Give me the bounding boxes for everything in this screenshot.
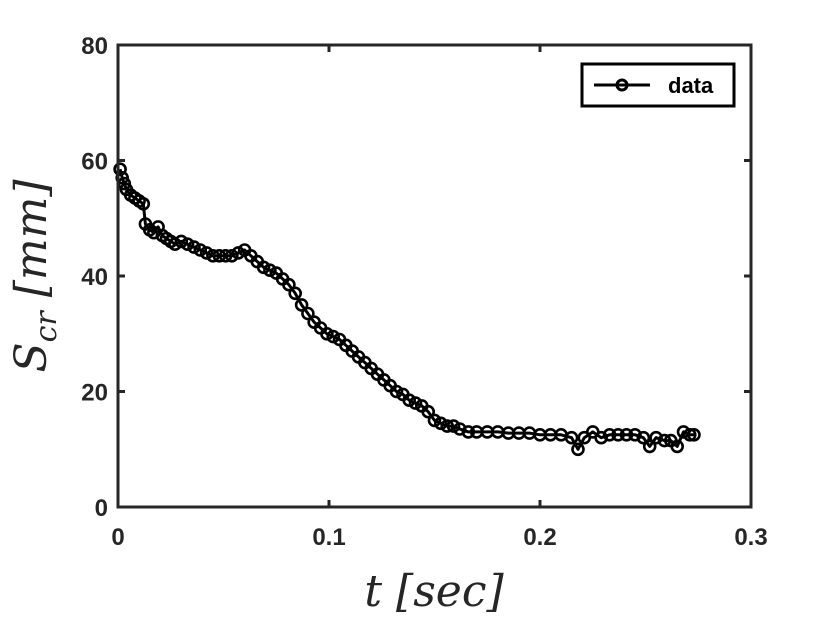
data-point <box>452 422 467 436</box>
x-tick-label: 0.2 <box>523 524 556 551</box>
legend: data <box>580 62 736 108</box>
data-point <box>440 419 455 433</box>
data-point <box>288 286 303 301</box>
data-point <box>649 430 663 445</box>
data-point <box>206 249 220 263</box>
data-point <box>301 306 315 321</box>
data-point <box>594 430 609 445</box>
data-point <box>174 234 189 249</box>
data-point <box>687 427 701 442</box>
y-tick-label: 0 <box>95 495 108 522</box>
y-tick-label: 80 <box>81 33 108 60</box>
data-point <box>427 413 442 428</box>
data-point <box>670 439 685 454</box>
data-point <box>199 246 214 260</box>
data-point <box>180 237 195 251</box>
data-point <box>657 433 672 448</box>
y-tick-label: 60 <box>81 149 108 176</box>
data-point <box>564 430 579 445</box>
data-point <box>282 277 296 292</box>
legend-marker <box>615 78 629 92</box>
data-point <box>263 263 277 278</box>
data-point <box>256 260 271 275</box>
data-point <box>571 442 585 457</box>
data-point <box>602 427 617 442</box>
data-point <box>402 393 417 408</box>
data-point <box>225 249 239 263</box>
legend-label: data <box>668 73 714 98</box>
data-point <box>408 396 423 410</box>
series-line <box>118 168 694 451</box>
data-point <box>212 249 227 263</box>
data-point <box>320 326 334 341</box>
y-tick-label: 40 <box>81 264 108 291</box>
data-point <box>619 427 634 442</box>
data-point <box>636 430 651 445</box>
x-tick-label: 0.1 <box>312 524 345 551</box>
data-point <box>611 427 625 442</box>
data-point <box>642 439 657 454</box>
data-point <box>628 427 642 442</box>
data-point <box>218 249 233 263</box>
x-axis-label: t [sec] <box>364 566 504 617</box>
data-point <box>433 416 448 431</box>
data-point <box>231 246 246 260</box>
data-point <box>421 404 436 419</box>
data-point <box>193 243 208 257</box>
x-tick-label: 0 <box>111 524 124 551</box>
data-point <box>461 425 476 439</box>
data-point <box>446 419 461 433</box>
data-point <box>168 237 182 251</box>
plot-frame <box>116 43 753 509</box>
series-data <box>113 162 701 457</box>
y-axis-label: Scr [mm] <box>6 179 64 373</box>
tick-labels: 0 0.1 0.2 0.3 0 20 40 60 80 <box>81 33 767 551</box>
plot-area <box>118 45 751 507</box>
data-point <box>389 384 404 399</box>
data-point <box>113 162 127 176</box>
y-tick-label: 20 <box>81 380 108 407</box>
data-point <box>136 197 151 211</box>
data-point <box>326 329 341 344</box>
data-point <box>682 427 697 442</box>
data-point <box>294 298 309 312</box>
x-tick-label: 0.3 <box>734 524 767 551</box>
data-point <box>187 240 201 254</box>
